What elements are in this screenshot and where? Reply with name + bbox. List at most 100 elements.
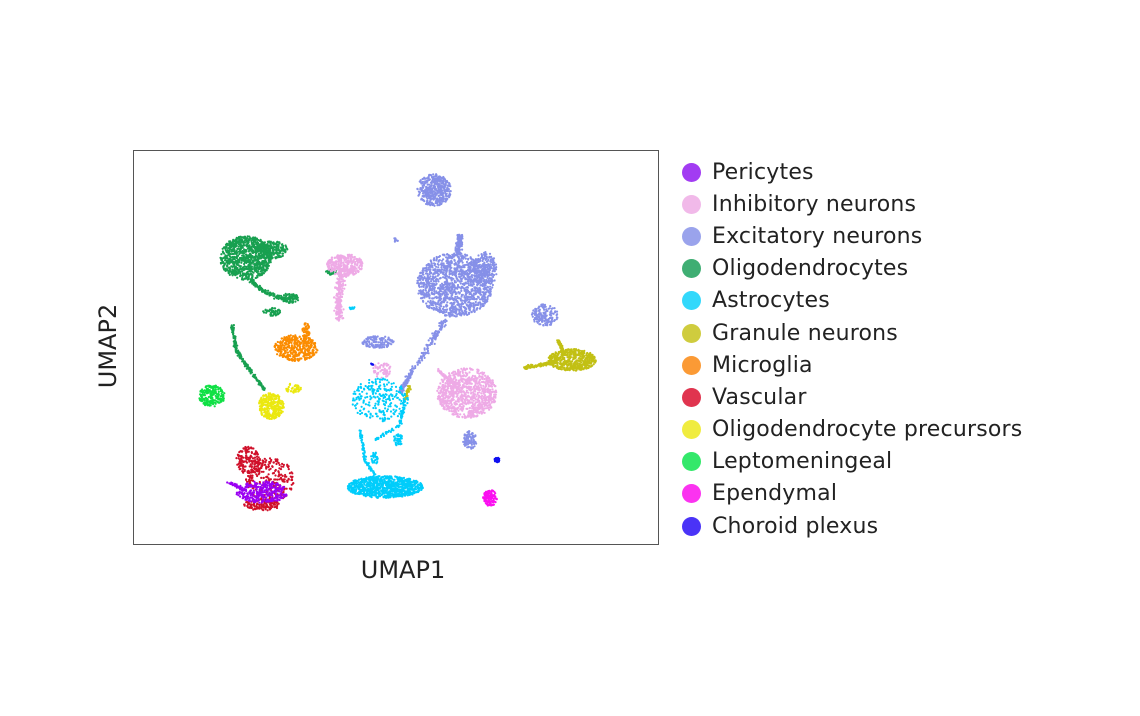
point bbox=[264, 508, 267, 511]
point bbox=[449, 193, 452, 196]
point bbox=[270, 245, 273, 248]
point bbox=[242, 489, 246, 492]
point bbox=[425, 202, 428, 206]
point bbox=[303, 354, 306, 357]
point bbox=[347, 260, 350, 263]
point bbox=[267, 289, 270, 292]
point bbox=[257, 498, 261, 501]
point bbox=[258, 273, 261, 276]
point bbox=[422, 186, 425, 189]
point bbox=[206, 398, 209, 401]
point bbox=[430, 187, 434, 190]
point bbox=[265, 266, 268, 269]
point bbox=[268, 462, 271, 465]
point bbox=[232, 241, 235, 244]
point bbox=[255, 250, 258, 253]
point bbox=[251, 280, 254, 283]
point bbox=[247, 275, 250, 278]
point bbox=[257, 270, 260, 273]
point bbox=[280, 490, 283, 493]
point bbox=[330, 256, 333, 259]
point bbox=[294, 339, 297, 342]
point bbox=[234, 347, 237, 350]
point bbox=[251, 270, 254, 273]
point bbox=[418, 191, 421, 194]
point bbox=[449, 190, 452, 193]
point bbox=[434, 177, 437, 180]
point bbox=[247, 267, 250, 271]
point bbox=[230, 258, 234, 262]
point bbox=[440, 197, 443, 200]
point bbox=[357, 266, 360, 269]
point bbox=[291, 478, 294, 482]
point bbox=[256, 457, 259, 461]
point bbox=[235, 259, 238, 263]
point bbox=[338, 300, 341, 303]
point bbox=[226, 243, 229, 246]
point bbox=[244, 451, 248, 454]
point bbox=[220, 253, 223, 256]
point bbox=[250, 446, 253, 449]
point bbox=[276, 487, 279, 491]
point bbox=[274, 460, 277, 463]
point bbox=[252, 484, 255, 488]
point bbox=[213, 405, 216, 408]
point bbox=[272, 503, 275, 506]
point bbox=[258, 472, 261, 475]
point bbox=[256, 274, 259, 277]
point bbox=[266, 509, 269, 512]
point bbox=[256, 460, 259, 463]
point bbox=[244, 273, 247, 276]
point bbox=[251, 476, 254, 479]
point bbox=[264, 246, 267, 249]
point bbox=[267, 481, 271, 484]
point bbox=[278, 341, 281, 344]
point bbox=[304, 327, 307, 330]
point bbox=[351, 270, 354, 274]
point bbox=[254, 254, 257, 257]
point bbox=[293, 344, 296, 347]
point bbox=[254, 459, 257, 462]
point bbox=[436, 185, 439, 188]
point bbox=[262, 460, 265, 463]
point bbox=[296, 357, 299, 360]
point bbox=[446, 186, 449, 189]
point bbox=[252, 245, 255, 248]
point bbox=[303, 334, 306, 337]
point bbox=[230, 265, 233, 268]
point bbox=[238, 462, 241, 465]
point bbox=[248, 259, 251, 262]
point bbox=[239, 353, 242, 356]
point bbox=[350, 258, 353, 261]
point bbox=[285, 487, 288, 490]
point bbox=[350, 262, 353, 265]
point bbox=[288, 354, 291, 357]
point bbox=[428, 197, 431, 200]
point bbox=[232, 334, 235, 338]
point bbox=[240, 241, 243, 244]
point bbox=[276, 497, 279, 500]
point bbox=[216, 397, 220, 400]
point bbox=[335, 287, 339, 290]
point bbox=[276, 353, 279, 356]
point bbox=[258, 501, 261, 504]
point bbox=[234, 339, 237, 342]
point bbox=[282, 244, 285, 248]
point bbox=[336, 281, 339, 284]
point bbox=[262, 509, 265, 512]
point bbox=[243, 460, 247, 463]
point bbox=[199, 390, 202, 393]
point bbox=[341, 317, 344, 320]
point bbox=[428, 201, 431, 204]
point bbox=[241, 270, 244, 273]
point bbox=[251, 491, 254, 494]
point bbox=[265, 467, 268, 470]
point bbox=[260, 412, 263, 415]
point bbox=[262, 310, 265, 313]
point bbox=[211, 385, 214, 388]
point bbox=[270, 407, 273, 410]
point bbox=[263, 251, 266, 254]
point bbox=[268, 293, 271, 296]
point bbox=[254, 259, 257, 262]
point bbox=[262, 470, 265, 473]
